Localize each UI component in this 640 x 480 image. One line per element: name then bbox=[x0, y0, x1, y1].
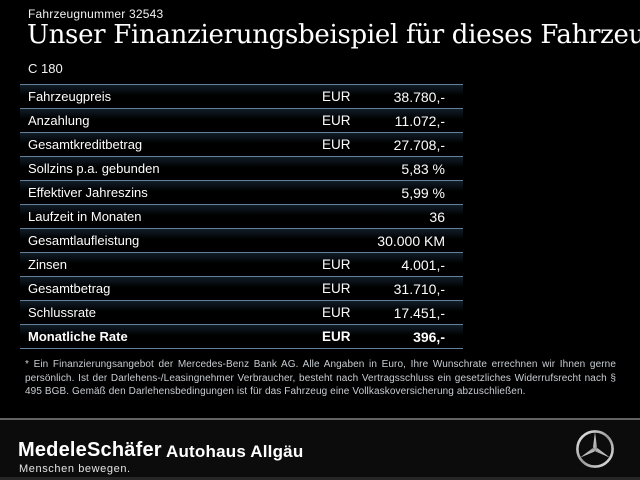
table-row-anzahlung: Anzahlung EUR 11.072,- bbox=[20, 109, 463, 133]
table-row-laufzeit: Laufzeit in Monaten 36 bbox=[20, 205, 463, 229]
row-value: 36 bbox=[429, 208, 445, 225]
table-row-fahrzeugpreis: Fahrzeugpreis EUR 38.780,- bbox=[20, 85, 463, 109]
row-label: Gesamtbetrag bbox=[28, 281, 111, 296]
row-value: 31.710,- bbox=[393, 280, 445, 297]
row-label: Monatliche Rate bbox=[28, 329, 128, 344]
bottom-edge-strip bbox=[0, 477, 640, 480]
row-currency: EUR bbox=[322, 329, 351, 344]
footer-bar: MedeleSchäfer Menschen bewegen. Autohaus… bbox=[0, 418, 640, 480]
table-row-gesamtkreditbetrag: Gesamtkreditbetrag EUR 27.708,- bbox=[20, 133, 463, 157]
table-row-gesamtlaufleistung: Gesamtlaufleistung 30.000 KM bbox=[20, 229, 463, 253]
row-currency: EUR bbox=[322, 137, 351, 152]
dealer-tagline: Menschen bewegen. bbox=[19, 463, 131, 475]
row-value: 11.072,- bbox=[394, 112, 445, 129]
row-value: 5,99 % bbox=[401, 184, 445, 201]
finance-table: Fahrzeugpreis EUR 38.780,- Anzahlung EUR… bbox=[20, 84, 463, 349]
dealer-name: Autohaus Allgäu bbox=[166, 442, 304, 461]
table-row-effektiver-jahreszins: Effektiver Jahreszins 5,99 % bbox=[20, 181, 463, 205]
mercedes-star-icon bbox=[575, 429, 615, 469]
row-currency: EUR bbox=[322, 281, 351, 296]
row-value: 27.708,- bbox=[393, 136, 445, 153]
row-label: Gesamtkreditbetrag bbox=[28, 137, 143, 152]
row-value: 5,83 % bbox=[401, 160, 445, 177]
row-label: Zinsen bbox=[28, 257, 68, 272]
row-label: Anzahlung bbox=[28, 113, 90, 128]
row-label: Schlussrate bbox=[28, 305, 96, 320]
row-currency: EUR bbox=[322, 89, 351, 104]
row-label: Sollzins p.a. gebunden bbox=[28, 161, 160, 176]
dealer-logo: MedeleSchäfer bbox=[18, 439, 162, 461]
table-row-schlussrate: Schlussrate EUR 17.451,- bbox=[20, 301, 463, 325]
table-row-monatliche-rate: Monatliche Rate EUR 396,- bbox=[20, 325, 463, 349]
row-label: Fahrzeugpreis bbox=[28, 89, 112, 104]
row-value: 17.451,- bbox=[393, 304, 445, 321]
row-value: 396,- bbox=[413, 328, 445, 345]
model-name: C 180 bbox=[28, 61, 63, 76]
page-title: Unser Finanzierungsbeispiel für dieses F… bbox=[27, 20, 640, 50]
vehicle-number: Fahrzeugnummer 32543 bbox=[28, 7, 164, 21]
row-label: Laufzeit in Monaten bbox=[28, 209, 142, 224]
legal-footnote: * Ein Finanzierungsangebot der Mercedes-… bbox=[25, 359, 616, 397]
row-currency: EUR bbox=[322, 305, 351, 320]
table-row-sollzins: Sollzins p.a. gebunden 5,83 % bbox=[20, 157, 463, 181]
row-value: 4.001,- bbox=[401, 256, 445, 273]
row-currency: EUR bbox=[322, 113, 351, 128]
row-value: 30.000 KM bbox=[377, 232, 445, 249]
row-value: 38.780,- bbox=[393, 88, 445, 105]
table-row-gesamtbetrag: Gesamtbetrag EUR 31.710,- bbox=[20, 277, 463, 301]
table-row-zinsen: Zinsen EUR 4.001,- bbox=[20, 253, 463, 277]
row-currency: EUR bbox=[322, 257, 351, 272]
row-label: Gesamtlaufleistung bbox=[28, 233, 140, 248]
row-label: Effektiver Jahreszins bbox=[28, 185, 148, 200]
